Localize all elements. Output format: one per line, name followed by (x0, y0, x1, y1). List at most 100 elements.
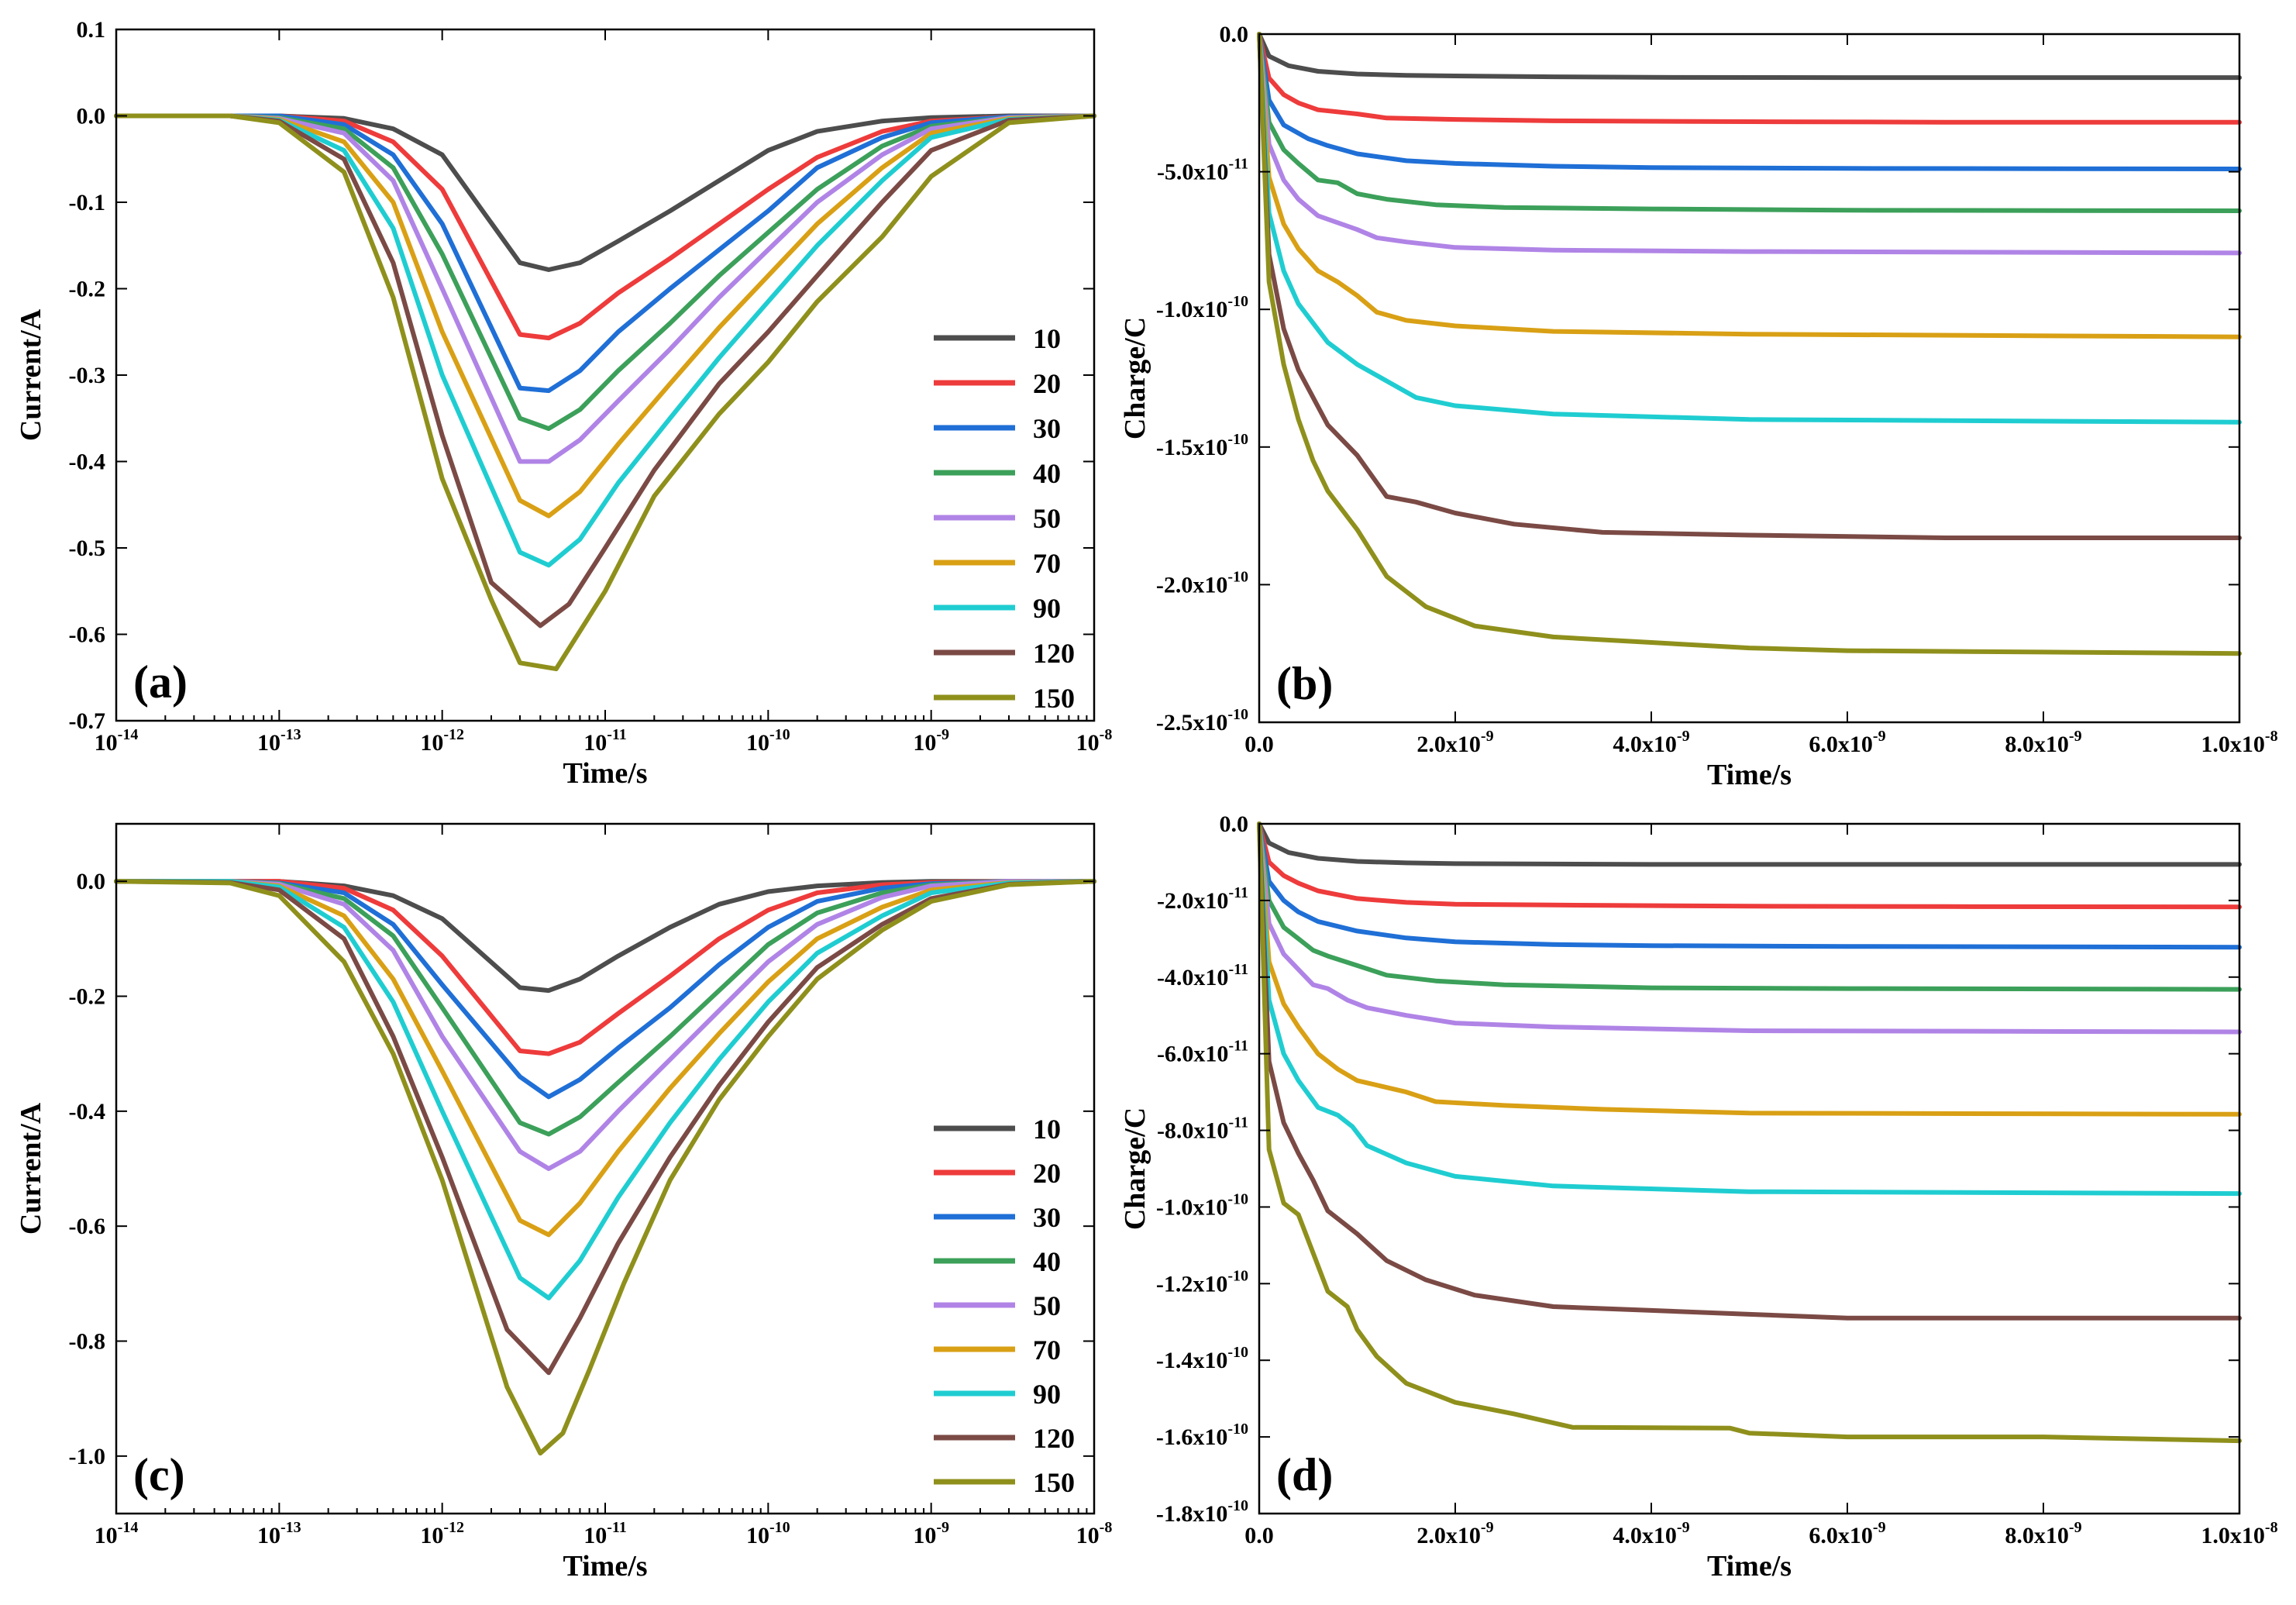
series-line-c-90 (114, 879, 1096, 1300)
legend-label-a-70: 70 (1033, 548, 1061, 579)
panel-label-d: (d) (1276, 1449, 1333, 1500)
x-tick-label-d: 4.0x10-9 (1613, 1519, 1689, 1548)
y-tick-label-a: -0.2 (69, 277, 106, 302)
series-line-d-150 (1257, 821, 2242, 1444)
panel-label-a: (a) (133, 656, 188, 708)
y-axis-label-c: Current/A (15, 1102, 47, 1235)
series-line-d-30 (1257, 821, 2242, 950)
x-tick-label-d: 1.0x10-8 (2201, 1519, 2277, 1548)
y-tick-label-d: -2.0x10-11 (1157, 884, 1248, 914)
y-axis-label-a: Current/A (15, 308, 47, 441)
legend-label-c-150: 150 (1033, 1467, 1075, 1498)
x-tick-label-b: 0.0 (1244, 732, 1274, 757)
series-line-a-50 (114, 113, 1096, 464)
y-tick-label-a: 0.1 (77, 17, 106, 43)
legend-a: 10 20 30 40 50 70 90 120 150 (934, 323, 1075, 714)
y-tick-label-d: -1.2x10-10 (1156, 1267, 1248, 1297)
chart-panel-b: 0.0 2.0x10-9 4.0x10-9 6.0x10-9 8.0x10-9 1.0x1… (1119, 22, 2278, 791)
series-line-d-20 (1257, 821, 2242, 910)
legend-label-a-90: 90 (1033, 593, 1061, 624)
x-tick-label-a: 10-12 (420, 726, 464, 756)
y-axis-label-d: Charge/C (1119, 1107, 1151, 1230)
x-tick-label-c: 10-10 (746, 1519, 790, 1548)
x-tick-label-b: 6.0x10-9 (1809, 728, 1885, 757)
x-tick-label-d: 0.0 (1244, 1523, 1274, 1548)
series-line-b-50 (1257, 32, 2242, 256)
legend-label-c-70: 70 (1033, 1335, 1061, 1366)
x-tick-label-a: 10-11 (583, 726, 627, 756)
series-line-c-40 (114, 879, 1096, 1137)
series-line-c-70 (114, 879, 1096, 1238)
x-tick-label-c: 10-13 (257, 1519, 301, 1548)
y-tick-label-d: -1.4x10-10 (1156, 1344, 1248, 1373)
panel-label-b: (b) (1276, 658, 1333, 709)
y-axis-label-b: Charge/C (1119, 317, 1151, 439)
legend-label-a-40: 40 (1033, 458, 1061, 489)
legend-label-c-20: 20 (1033, 1158, 1061, 1189)
panel-label-c: (c) (133, 1449, 185, 1500)
y-tick-label-a: 0.0 (77, 104, 106, 129)
series-line-a-90 (114, 113, 1096, 568)
legend-label-c-10: 10 (1033, 1114, 1061, 1145)
y-tick-label-c: 0.0 (77, 869, 106, 894)
y-tick-label-c: -1.0 (69, 1444, 106, 1469)
legend-label-a-20: 20 (1033, 368, 1061, 399)
series-line-c-120 (114, 879, 1096, 1376)
chart-panel-c: 10-14 10-13 10-12 10-11 10-10 10-9 10-8 0.0 -0.2… (15, 822, 1112, 1583)
series-line-b-30 (1257, 32, 2242, 171)
plot-frame-b (1258, 33, 2241, 724)
chart-panel-a: 10-14 10-13 10-12 10-11 10-10 10-9 10-8 0.1 0.0 -… (15, 17, 1112, 790)
y-tick-label-b: -1.5x10-10 (1156, 431, 1248, 460)
series-line-a-120 (114, 113, 1096, 629)
y-tick-label-d: -1.6x10-10 (1156, 1421, 1248, 1450)
chart-panel-d: 0.0 2.0x10-9 4.0x10-9 6.0x10-9 8.0x10-9 1.0x1… (1119, 811, 2278, 1583)
y-tick-label-c: -0.2 (69, 984, 106, 1010)
series-line-d-120 (1257, 821, 2242, 1321)
x-tick-label-c: 10-9 (913, 1519, 949, 1548)
y-tick-label-a: -0.3 (69, 363, 106, 388)
legend-label-c-120: 120 (1033, 1423, 1075, 1454)
series-line-a-150 (114, 113, 1096, 672)
x-tick-label-d: 6.0x10-9 (1809, 1519, 1885, 1548)
y-tick-label-c: -0.6 (69, 1214, 106, 1239)
x-tick-label-b: 1.0x10-8 (2201, 728, 2277, 757)
series-line-c-150 (114, 879, 1096, 1456)
series-line-d-10 (1257, 821, 2242, 867)
series-line-c-30 (114, 879, 1096, 1100)
legend-label-a-30: 30 (1033, 413, 1061, 444)
x-tick-label-a: 10-9 (913, 726, 949, 756)
y-tick-label-a: -0.6 (69, 622, 106, 648)
series-line-d-50 (1257, 821, 2242, 1035)
y-tick-label-d: -8.0x10-11 (1157, 1114, 1248, 1144)
x-tick-label-a: 10-8 (1076, 726, 1113, 756)
y-tick-label-c: -0.8 (69, 1329, 106, 1355)
x-axis-label-b: Time/s (1707, 759, 1792, 791)
y-tick-label-d: -4.0x10-11 (1157, 961, 1248, 990)
legend-label-c-40: 40 (1033, 1246, 1061, 1277)
x-tick-label-a: 10-10 (746, 726, 790, 756)
y-tick-label-d: -1.0x10-10 (1156, 1190, 1248, 1220)
x-axis-label-c: Time/s (563, 1550, 647, 1583)
series-line-b-40 (1257, 32, 2242, 213)
legend-label-a-50: 50 (1033, 503, 1061, 534)
plot-frame-d (1258, 822, 2241, 1515)
y-tick-label-a: -0.5 (69, 536, 106, 561)
y-tick-label-a: -0.4 (69, 449, 106, 475)
series-line-a-10 (114, 113, 1096, 272)
x-tick-label-d: 2.0x10-9 (1416, 1519, 1493, 1548)
x-tick-label-b: 4.0x10-9 (1613, 728, 1689, 757)
y-tick-label-b: -5.0x10-11 (1157, 156, 1248, 185)
y-tick-label-a: -0.7 (69, 708, 106, 734)
x-tick-label-c: 10-12 (420, 1519, 464, 1548)
y-tick-label-b: -2.0x10-10 (1156, 568, 1248, 598)
legend-label-c-90: 90 (1033, 1379, 1061, 1410)
series-line-a-70 (114, 113, 1096, 518)
y-tick-label-b: -1.0x10-10 (1156, 293, 1248, 322)
legend-label-a-120: 120 (1033, 638, 1075, 669)
y-tick-label-d: 0.0 (1220, 811, 1249, 837)
series-line-a-20 (114, 113, 1096, 341)
series-line-a-30 (114, 113, 1096, 394)
legend-label-c-50: 50 (1033, 1290, 1061, 1321)
y-tick-label-b: 0.0 (1220, 22, 1249, 47)
